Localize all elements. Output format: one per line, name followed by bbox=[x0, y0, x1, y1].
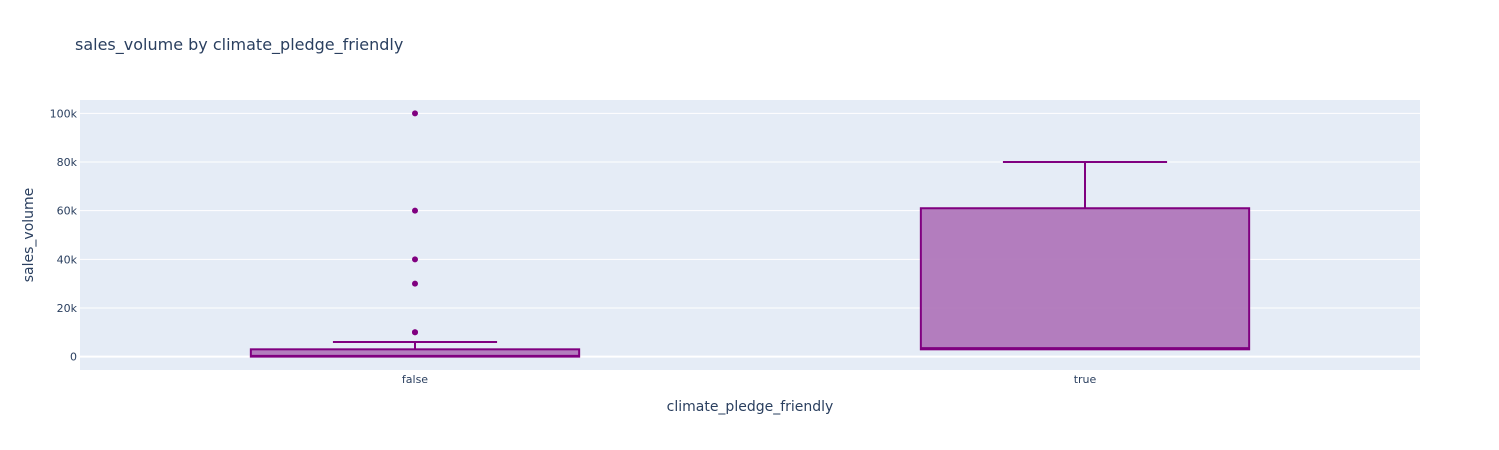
y-tick-label: 20k bbox=[57, 302, 78, 315]
y-axis-ticks: 0 20k 40k 60k 80k 100k bbox=[50, 107, 78, 363]
outlier-point bbox=[412, 280, 418, 287]
y-axis-title: sales_volume bbox=[21, 188, 37, 283]
box-series bbox=[249, 110, 1251, 358]
x-tick-label: true bbox=[1074, 373, 1097, 386]
outlier-point bbox=[412, 329, 418, 336]
iqr-box bbox=[919, 207, 1251, 351]
x-tick-label: false bbox=[402, 373, 428, 386]
y-tick-label: 60k bbox=[57, 205, 78, 218]
x-axis-ticks: false true bbox=[402, 373, 1097, 386]
box-false bbox=[249, 110, 581, 358]
y-tick-label: 100k bbox=[50, 107, 78, 120]
y-tick-label: 80k bbox=[57, 156, 78, 169]
x-axis-title: climate_pledge_friendly bbox=[667, 399, 834, 415]
outlier-point bbox=[412, 256, 418, 263]
box-true bbox=[919, 161, 1251, 351]
y-tick-label: 0 bbox=[70, 351, 77, 364]
chart-title: sales_volume by climate_pledge_friendly bbox=[75, 35, 403, 55]
outlier-point bbox=[412, 110, 418, 117]
outlier-point bbox=[412, 207, 418, 214]
y-tick-label: 40k bbox=[57, 253, 78, 266]
